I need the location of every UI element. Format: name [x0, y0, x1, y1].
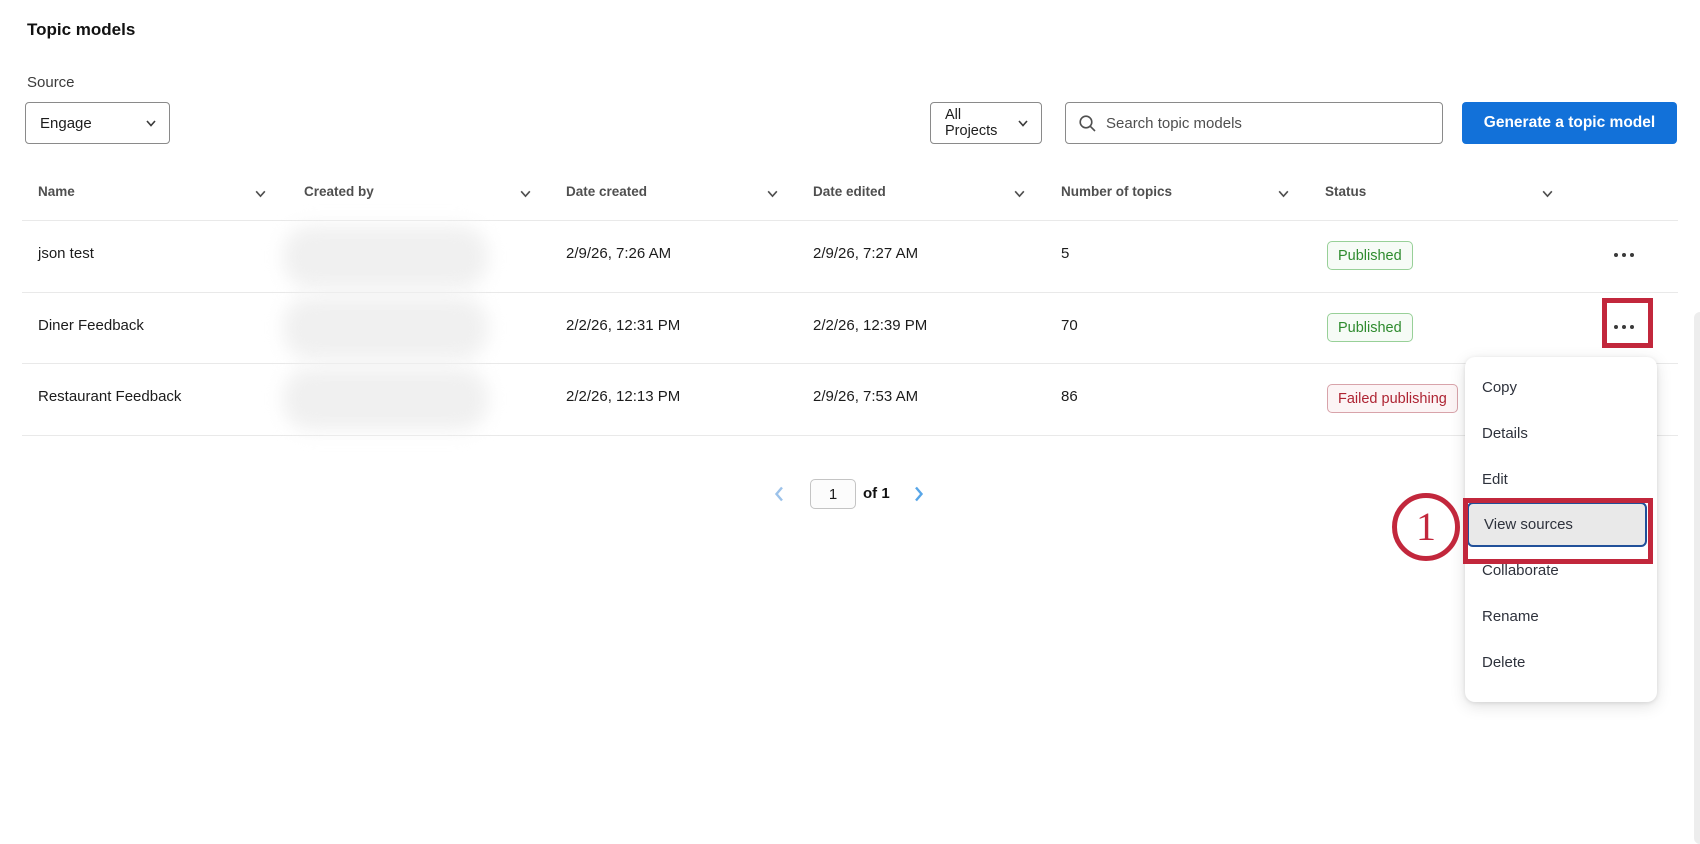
status-badge: Published [1327, 313, 1413, 342]
column-header-name[interactable]: Name [38, 184, 75, 199]
row-actions-button[interactable] [1604, 312, 1644, 342]
chevron-down-icon [1017, 117, 1029, 129]
source-label: Source [27, 74, 75, 91]
menu-item-copy[interactable]: Copy [1482, 378, 1518, 396]
menu-item-edit[interactable]: Edit [1482, 470, 1508, 488]
chevron-down-icon [145, 117, 157, 129]
row-actions-button[interactable] [1604, 240, 1644, 270]
menu-item-view-sources[interactable]: View sources [1467, 502, 1647, 547]
page-title: Topic models [27, 20, 136, 39]
column-header-date-created[interactable]: Date created [566, 184, 648, 199]
ellipsis-icon [1614, 325, 1634, 329]
status-badge: Published [1327, 241, 1413, 270]
source-select-value: Engage [40, 114, 92, 132]
column-header-status[interactable]: Status [1325, 184, 1367, 199]
sort-chevron-icon[interactable] [519, 187, 532, 200]
sort-chevron-icon[interactable] [1541, 187, 1554, 200]
source-select[interactable]: Engage [25, 102, 170, 144]
menu-item-rename[interactable]: Rename [1482, 607, 1539, 625]
cell-name: Diner Feedback [38, 317, 144, 334]
cell-name: Restaurant Feedback [38, 388, 182, 405]
cell-topic-count: 70 [1061, 317, 1078, 334]
created-by-redacted [283, 297, 488, 359]
project-filter-select[interactable]: All Projects [930, 102, 1042, 144]
divider [22, 292, 1678, 293]
ellipsis-icon [1614, 253, 1634, 257]
annotation-step-circle: 1 [1392, 493, 1460, 561]
menu-item-collaborate[interactable]: Collaborate [1482, 561, 1559, 579]
cell-date-created: 2/2/26, 12:31 PM [566, 317, 681, 334]
menu-item-details[interactable]: Details [1482, 424, 1528, 442]
page-input[interactable] [810, 479, 856, 509]
created-by-redacted [283, 368, 488, 430]
annotation-step-number: 1 [1416, 504, 1436, 549]
generate-topic-model-button[interactable]: Generate a topic model [1462, 102, 1677, 144]
column-header-topics[interactable]: Number of topics [1061, 184, 1173, 199]
cell-date-edited: 2/9/26, 7:27 AM [813, 245, 919, 262]
cell-topic-count: 86 [1061, 388, 1078, 405]
column-header-date-edited[interactable]: Date edited [813, 184, 886, 199]
cell-date-edited: 2/9/26, 7:53 AM [813, 388, 919, 405]
column-header-created-by[interactable]: Created by [304, 184, 374, 199]
sort-chevron-icon[interactable] [1013, 187, 1026, 200]
created-by-redacted [283, 226, 488, 288]
divider [22, 363, 1678, 364]
menu-item-delete[interactable]: Delete [1482, 653, 1526, 671]
prev-page-button[interactable] [770, 484, 790, 504]
page-count-label: of 1 [863, 485, 890, 502]
cell-topic-count: 5 [1061, 245, 1070, 262]
divider [22, 435, 1678, 436]
chevron-left-icon [770, 486, 790, 508]
right-edge-panel [1694, 312, 1700, 844]
sort-chevron-icon[interactable] [766, 187, 779, 200]
project-filter-value: All Projects [945, 107, 998, 139]
divider [22, 220, 1678, 221]
search-icon [1078, 114, 1097, 133]
status-badge: Failed publishing [1327, 384, 1458, 413]
cell-date-created: 2/9/26, 7:26 AM [566, 245, 672, 262]
cell-date-created: 2/2/26, 12:13 PM [566, 388, 681, 405]
chevron-right-icon [908, 486, 928, 508]
search-input[interactable] [1106, 114, 1430, 132]
search-box[interactable] [1065, 102, 1443, 144]
cell-date-edited: 2/2/26, 12:39 PM [813, 317, 928, 334]
next-page-button[interactable] [908, 484, 928, 504]
sort-chevron-icon[interactable] [1277, 187, 1290, 200]
sort-chevron-icon[interactable] [254, 187, 267, 200]
cell-name: json test [38, 245, 94, 262]
context-menu: Copy Details Edit View sources Collabora… [1465, 357, 1657, 702]
